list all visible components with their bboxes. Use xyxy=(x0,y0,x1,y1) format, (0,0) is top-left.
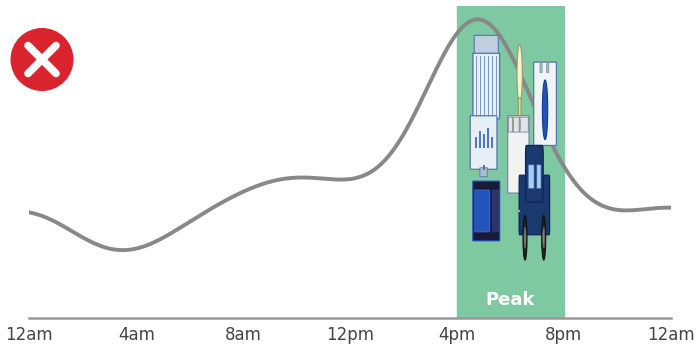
Circle shape xyxy=(523,215,527,260)
Circle shape xyxy=(524,227,526,248)
FancyBboxPatch shape xyxy=(473,53,500,119)
Circle shape xyxy=(542,227,545,248)
FancyBboxPatch shape xyxy=(508,116,529,193)
FancyBboxPatch shape xyxy=(475,190,489,232)
FancyBboxPatch shape xyxy=(470,116,497,169)
Text: Peak: Peak xyxy=(486,291,535,309)
Circle shape xyxy=(11,29,73,90)
FancyBboxPatch shape xyxy=(528,165,534,189)
FancyBboxPatch shape xyxy=(508,117,528,132)
Bar xyxy=(486,128,489,148)
Bar xyxy=(491,136,493,148)
FancyBboxPatch shape xyxy=(493,190,498,232)
Circle shape xyxy=(519,117,520,132)
FancyBboxPatch shape xyxy=(537,165,541,189)
FancyBboxPatch shape xyxy=(526,146,543,202)
Circle shape xyxy=(512,117,514,132)
Bar xyxy=(457,6,564,318)
Circle shape xyxy=(542,80,547,140)
Bar xyxy=(479,131,481,148)
FancyBboxPatch shape xyxy=(540,64,542,72)
FancyBboxPatch shape xyxy=(519,175,550,235)
Circle shape xyxy=(542,215,546,260)
FancyBboxPatch shape xyxy=(547,64,549,72)
FancyBboxPatch shape xyxy=(533,62,556,146)
FancyBboxPatch shape xyxy=(474,35,498,53)
Circle shape xyxy=(517,44,522,104)
FancyBboxPatch shape xyxy=(473,181,500,241)
Bar xyxy=(483,134,484,148)
Bar xyxy=(475,136,477,148)
FancyBboxPatch shape xyxy=(518,98,521,116)
FancyBboxPatch shape xyxy=(480,168,487,177)
